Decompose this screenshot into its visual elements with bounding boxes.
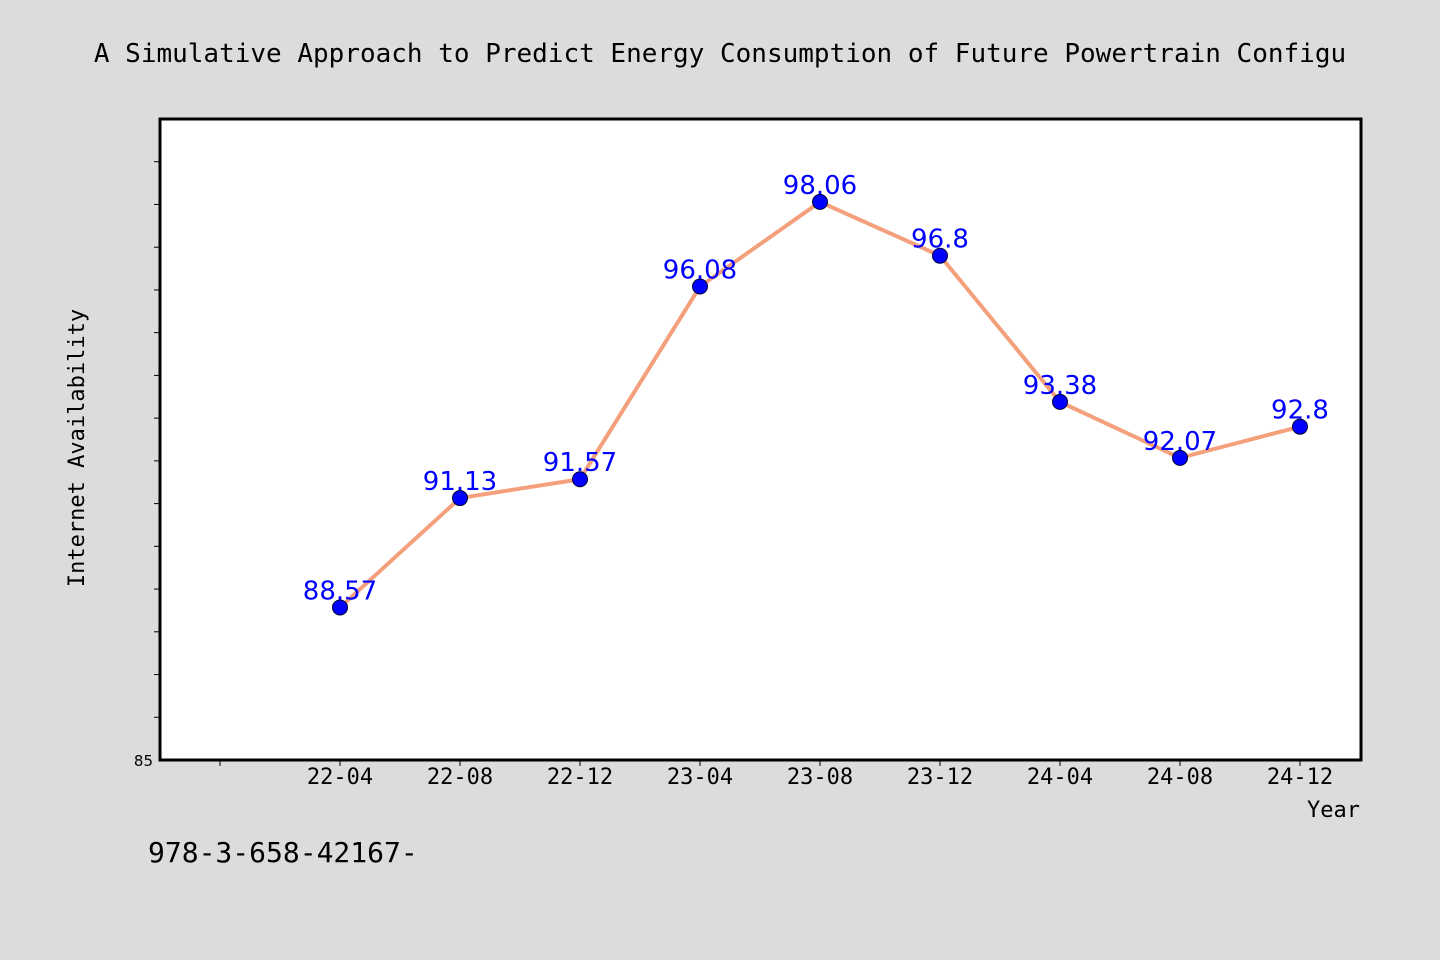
x-tick-label: 22-08 xyxy=(427,765,493,790)
x-tick-label: 24-12 xyxy=(1267,765,1333,790)
data-label: 98.06 xyxy=(783,171,857,201)
data-point xyxy=(812,193,828,210)
x-tick-label: 22-04 xyxy=(307,765,373,790)
data-point xyxy=(572,471,588,488)
x-tick-label: 23-04 xyxy=(667,765,733,790)
y-tick-label-85: 85 xyxy=(134,752,153,770)
data-label: 96.8 xyxy=(911,225,969,255)
chart-title: A Simulative Approach to Predict Energy … xyxy=(94,39,1346,69)
y-axis-ticks xyxy=(154,161,160,718)
data-point xyxy=(692,278,708,295)
footer-isbn: 978-3-658-42167- xyxy=(148,836,418,869)
data-label: 91.13 xyxy=(423,467,497,497)
x-tick-label: 24-04 xyxy=(1027,765,1093,790)
data-labels: 88.57 91.13 91.57 96.08 98.06 96.8 93.38 92.07 9… xyxy=(303,171,1329,607)
plot-area xyxy=(158,117,1363,762)
data-point xyxy=(932,247,948,264)
x-axis-tick-labels: 22-04 22-08 22-12 23-04 23-08 23-12 24-04 24-08… xyxy=(307,765,1333,790)
data-label: 91.57 xyxy=(543,448,617,478)
data-label: 96.08 xyxy=(663,256,737,286)
x-axis-ticks xyxy=(219,760,1301,766)
data-point xyxy=(1172,449,1188,466)
y-axis-title: Internet Availability xyxy=(65,309,90,587)
data-markers xyxy=(332,193,1308,616)
x-tick-label: 23-08 xyxy=(787,765,853,790)
data-point xyxy=(1052,393,1068,410)
data-label: 92.07 xyxy=(1143,427,1217,457)
data-point xyxy=(452,490,468,507)
x-tick-label: 23-12 xyxy=(907,765,973,790)
data-label: 93.38 xyxy=(1023,371,1097,401)
x-tick-label: 22-12 xyxy=(547,765,613,790)
data-label: 92.8 xyxy=(1271,396,1329,426)
x-tick-label: 24-08 xyxy=(1147,765,1213,790)
data-label: 88.57 xyxy=(303,576,377,606)
data-point xyxy=(1292,418,1308,435)
data-point xyxy=(332,599,348,616)
x-axis-title: Year xyxy=(1307,798,1360,823)
